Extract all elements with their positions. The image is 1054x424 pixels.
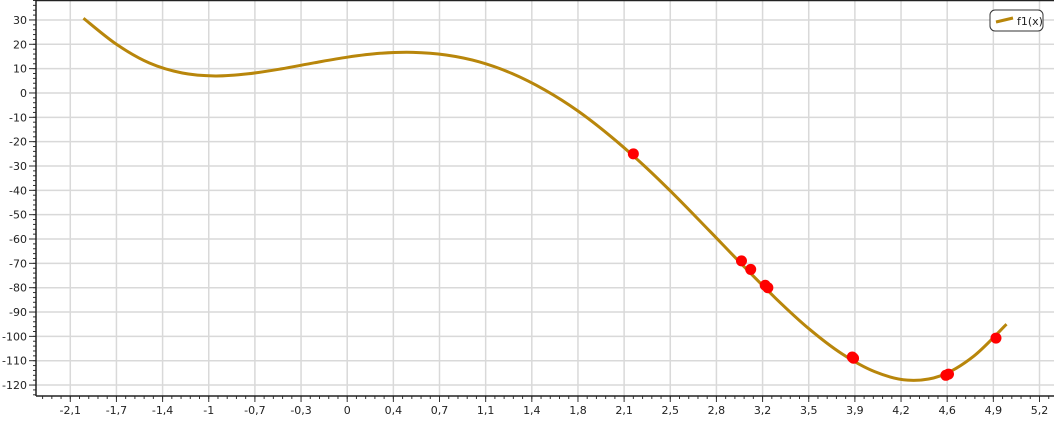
x-tick-label: 3,2	[754, 404, 772, 417]
x-tick-label: -1	[203, 404, 214, 417]
y-tick-label: -50	[9, 209, 27, 222]
points-layer	[627, 148, 1002, 381]
y-tick-label: 0	[20, 87, 27, 100]
y-tick-label: -90	[9, 306, 27, 319]
x-tick-label: 2,8	[708, 404, 726, 417]
x-tick-label: 1,1	[477, 404, 495, 417]
data-point	[943, 368, 955, 380]
x-tick-label: -2,1	[60, 404, 81, 417]
x-tick-label: -1,7	[106, 404, 127, 417]
x-tick-label: 4,2	[892, 404, 910, 417]
y-tick-label: -30	[9, 160, 27, 173]
x-tick-label: -0,7	[244, 404, 265, 417]
legend: f1(x)	[989, 9, 1044, 32]
x-tick-label: 4,6	[938, 404, 956, 417]
y-tick-label: -70	[9, 257, 27, 270]
data-point	[735, 255, 747, 267]
y-tick-label: -10	[9, 111, 27, 124]
data-point	[990, 332, 1002, 344]
x-tick-label: 4,9	[985, 404, 1003, 417]
x-tick-label: 0,4	[385, 404, 403, 417]
x-tick-label: 0	[344, 404, 351, 417]
x-tick-label: 0,7	[431, 404, 449, 417]
y-tick-label: -80	[9, 282, 27, 295]
y-tick-label: -20	[9, 136, 27, 149]
x-tick-label: 1,4	[523, 404, 541, 417]
series-line-f1	[82, 17, 1008, 382]
x-tick-label: 2,1	[615, 404, 633, 417]
x-tick-label: 3,9	[846, 404, 864, 417]
legend-swatch-f1	[995, 16, 1014, 24]
y-tick-label: -40	[9, 184, 27, 197]
grid	[36, 0, 1054, 396]
legend-box	[989, 9, 1044, 32]
x-tick-label: 3,5	[800, 404, 818, 417]
y-tick-label: -110	[2, 355, 27, 368]
series-layer	[82, 17, 1008, 382]
y-tick-label: -60	[9, 233, 27, 246]
y-tick-label: 30	[13, 14, 27, 27]
y-tick-label: -120	[2, 379, 27, 392]
y-tick-label: 10	[13, 63, 27, 76]
x-tick-label: -1,4	[152, 404, 173, 417]
x-tick-label: 1,8	[569, 404, 587, 417]
data-point	[762, 282, 774, 294]
x-tick-label: 5,2	[1031, 404, 1049, 417]
y-tick-label: 20	[13, 38, 27, 51]
x-tick-label: 2,5	[662, 404, 680, 417]
y-tick-label: -100	[2, 330, 27, 343]
x-tick-label: -0,3	[290, 404, 311, 417]
data-point	[745, 263, 757, 275]
data-point	[848, 352, 860, 364]
data-point	[627, 148, 639, 160]
legend-label-f1: f1(x)	[1017, 15, 1043, 28]
